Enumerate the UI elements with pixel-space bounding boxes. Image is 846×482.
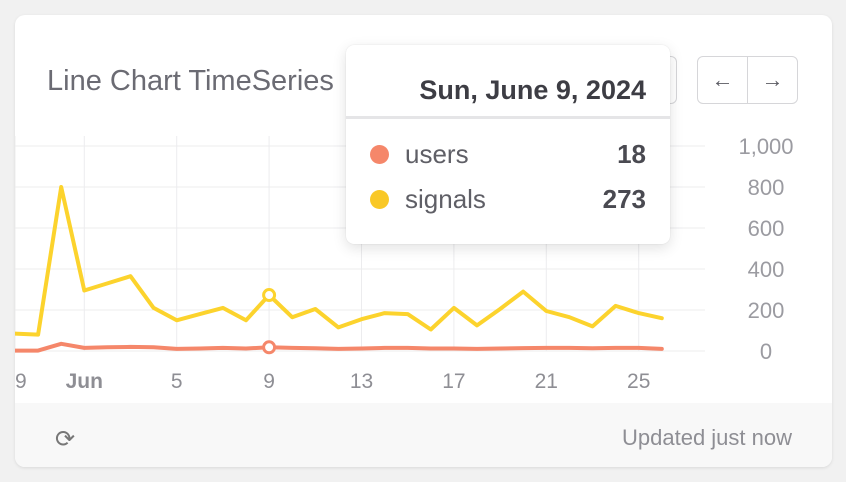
tooltip-series-value: 273 [602,183,646,214]
x-tick-label: 5 [171,370,183,393]
users-legend-dot [370,144,389,164]
y-tick-label: 400 [748,257,785,282]
tooltip-row-users: users 18 [370,137,646,171]
next-period-button[interactable]: → [747,57,797,103]
chart-tooltip: Sun, June 9, 2024 users 18 signals 273 [346,45,670,244]
x-tick-label: Jun [66,370,103,393]
signals-legend-dot [370,189,389,209]
y-tick-label: 1,000 [738,134,793,159]
tooltip-series-name: signals [405,183,486,214]
updated-status: Updated just now [622,425,792,450]
tooltip-series-value: 18 [617,138,646,169]
arrow-right-icon: → [761,67,784,92]
y-tick-label: 200 [748,298,785,323]
y-tick-label: 600 [748,216,785,241]
arrow-left-icon: ← [711,67,734,92]
x-tick-label: 25 [627,370,650,393]
y-tick-label: 800 [748,175,785,200]
period-navigation: ← → [697,56,798,104]
chart-title: Line Chart TimeSeries [47,65,334,97]
x-tick-label: 21 [535,370,558,393]
x-tick-label: 29 [15,370,27,393]
tooltip-series-name: users [405,138,469,169]
x-tick-label: 9 [263,370,275,393]
refresh-icon[interactable]: ⟳ [55,426,76,453]
prev-period-button[interactable]: ← [698,57,747,103]
x-tick-label: 17 [442,370,465,393]
hover-marker-signals [262,288,277,303]
card-footer: ⟳ Updated just now [15,403,832,467]
x-tick-label: 13 [350,370,373,393]
hover-marker-users [262,340,277,355]
tooltip-row-signals: signals 273 [370,182,646,216]
series-line-users [15,341,664,353]
series-line-signals [15,185,664,337]
tooltip-date: Sun, June 9, 2024 [346,45,670,119]
y-tick-label: 0 [760,339,772,364]
